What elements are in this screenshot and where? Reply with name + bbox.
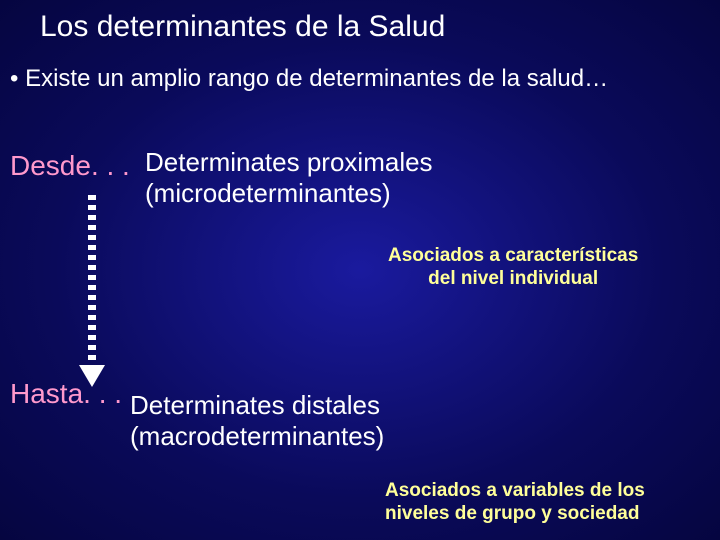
asociados2-line2: niveles de grupo y sociedad: [385, 503, 639, 524]
asociados2-line1: Asociados a variables de los: [385, 480, 645, 501]
hasta-label: Hasta. . .: [10, 378, 122, 410]
distales-block: Determinates distales (macrodeterminante…: [130, 390, 384, 452]
desde-label: Desde. . .: [10, 150, 130, 182]
distales-line2: (macrodeterminantes): [130, 421, 384, 451]
arrow-icon: [78, 195, 106, 390]
asociados-individual: Asociados a características del nivel in…: [388, 245, 638, 291]
proximales-line2: (microdeterminantes): [145, 178, 391, 208]
slide-title: Los determinantes de la Salud: [40, 10, 445, 44]
asociados-grupo: Asociados a variables de los niveles de …: [385, 480, 645, 526]
proximales-line1: Determinates proximales: [145, 147, 433, 177]
distales-line1: Determinates distales: [130, 390, 380, 420]
bullet-intro: • Existe un amplio rango de determinante…: [10, 65, 608, 93]
asociados1-line2: del nivel individual: [428, 268, 598, 289]
down-arrow: [78, 195, 106, 390]
proximales-block: Determinates proximales (microdeterminan…: [145, 147, 433, 209]
asociados1-line1: Asociados a características: [388, 245, 638, 266]
